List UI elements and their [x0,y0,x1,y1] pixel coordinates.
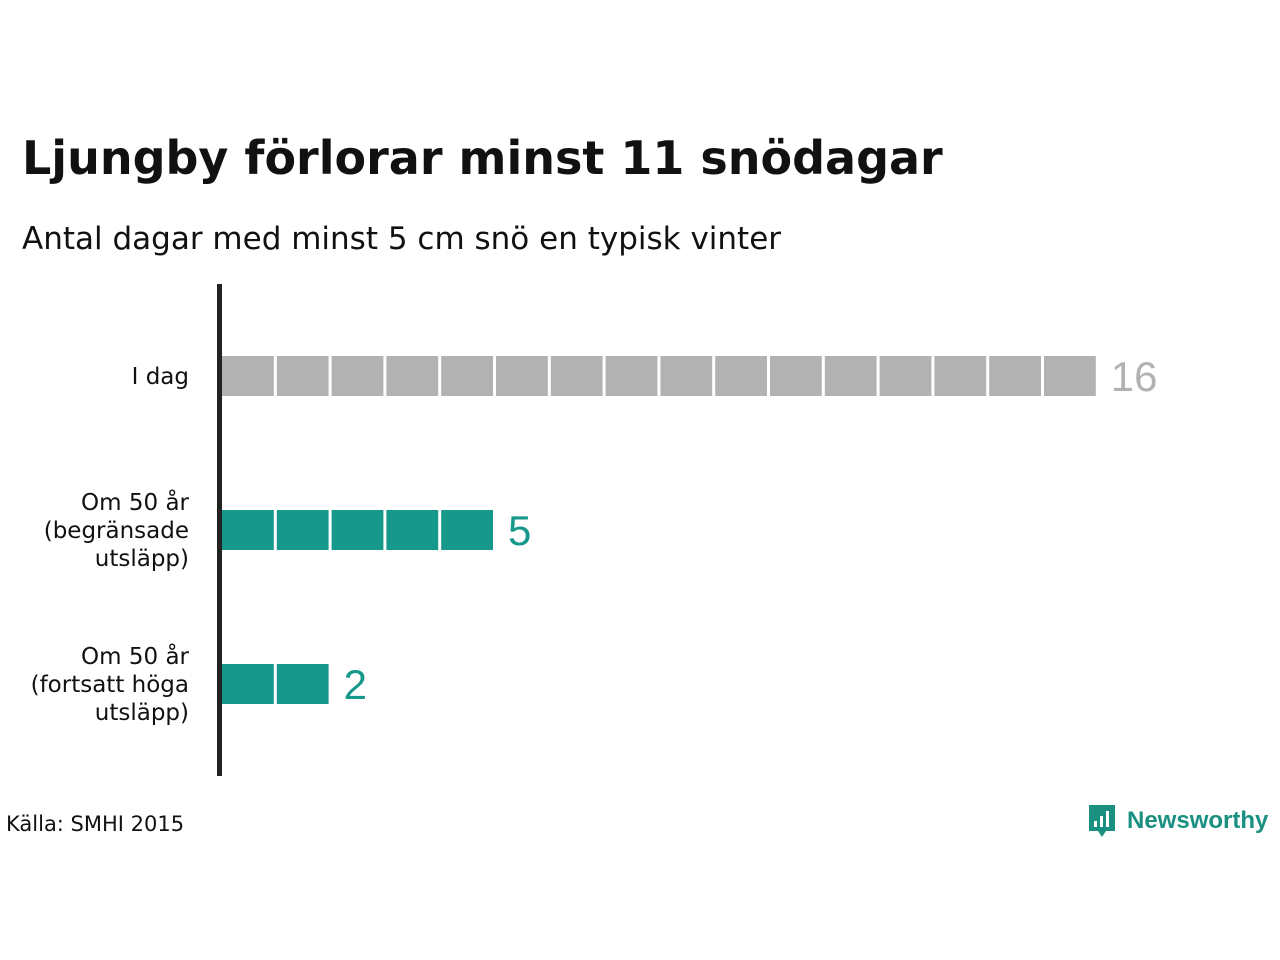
bar-segment [386,356,439,396]
value-label: 2 [344,661,367,708]
brand-name: Newsworthy [1127,807,1269,834]
value-label: 5 [508,507,531,554]
category-label-line: Om 50 år [81,642,189,670]
bar-segment [441,510,493,550]
bars-layer [222,356,1096,704]
bar-segment [386,510,439,550]
bar-segment [496,356,548,396]
category-label-line: utsläpp) [95,546,189,572]
bar-segment [934,356,987,396]
bar-segment [1044,356,1096,396]
brand-logo: Newsworthy [1087,803,1268,839]
bar-segment [441,356,493,396]
chart-subtitle: Antal dagar med minst 5 cm snö en typisk… [22,221,782,257]
source-note: Källa: SMHI 2015 [6,812,185,836]
bar-chart-speech-bubble-icon [1089,805,1115,837]
category-label: I dag [132,364,189,390]
bar-segment [222,510,274,550]
bar-segment [770,356,822,396]
bar-segment [331,510,384,550]
category-label: Om 50 år (begränsade utsläpp) [44,488,190,572]
bar-segment [879,356,932,396]
value-label: 16 [1111,353,1158,400]
bar-segment [550,356,603,396]
bar-segment [276,664,329,704]
category-label-line: I dag [132,364,189,390]
bar-segment [824,356,877,396]
bar-segment [715,356,767,396]
chart-axis [217,284,222,776]
bar-segment [989,356,1041,396]
category-label-line: utsläpp) [95,700,189,726]
bar-segment [605,356,658,396]
bar-segment [222,356,274,396]
bar-segment [276,510,329,550]
bar-segment [276,356,329,396]
category-label-line: (begränsade [44,518,189,544]
bar-segment [660,356,713,396]
category-label-line: (fortsatt höga [31,672,189,698]
bar-segment [222,664,274,704]
bar-segment [331,356,384,396]
chart-title: Ljungby förlorar minst 11 snödagar [22,131,943,185]
category-label-line: Om 50 år [81,488,189,516]
category-label: Om 50 år (fortsatt höga utsläpp) [31,642,190,726]
